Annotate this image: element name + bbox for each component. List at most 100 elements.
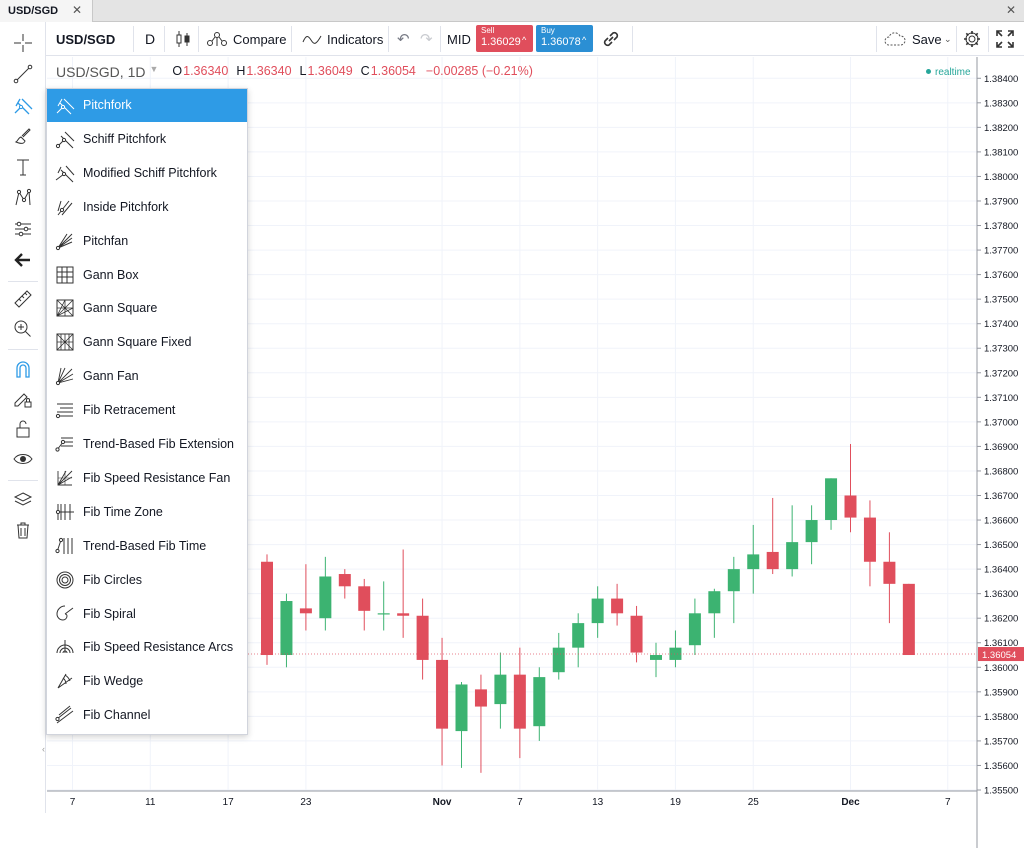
trend-line-tool[interactable] bbox=[10, 61, 36, 87]
indicators-label: Indicators bbox=[327, 31, 384, 47]
menu-item-trend-fib-time[interactable]: Trend-Based Fib Time bbox=[47, 530, 247, 563]
menu-item-fib-arcs[interactable]: Fib Speed Resistance Arcs bbox=[47, 631, 247, 664]
candle-body bbox=[669, 647, 682, 660]
price-tick-label: 1.35900 bbox=[984, 687, 1018, 698]
tab-close-icon[interactable]: ✕ bbox=[72, 3, 83, 17]
patterns-tool[interactable] bbox=[10, 185, 36, 211]
zoom-tool[interactable] bbox=[10, 316, 36, 342]
indicators-button[interactable]: Indicators bbox=[302, 22, 383, 56]
hide-drawings-tool[interactable] bbox=[10, 446, 36, 472]
link-button[interactable] bbox=[601, 22, 621, 56]
candle-body bbox=[377, 613, 390, 615]
price-tick-label: 1.38400 bbox=[984, 74, 1018, 85]
menu-item-label: Fib Speed Resistance Fan bbox=[83, 470, 231, 485]
candle-body bbox=[338, 574, 351, 587]
collapse-toolbar-handle[interactable]: ‹ bbox=[42, 744, 45, 754]
menu-item-fib-time-zone[interactable]: Fib Time Zone bbox=[47, 496, 247, 529]
brush-tool[interactable] bbox=[10, 123, 36, 149]
save-button[interactable]: Save bbox=[884, 22, 942, 56]
realtime-label: realtime bbox=[935, 67, 971, 78]
menu-item-fib-speed-fan[interactable]: Fib Speed Resistance Fan bbox=[47, 462, 247, 495]
price-tick-label: 1.37800 bbox=[984, 221, 1018, 232]
menu-item-gann-square-fixed[interactable]: Gann Square Fixed bbox=[47, 326, 247, 359]
menu-item-gann-box[interactable]: Gann Box bbox=[47, 259, 247, 292]
menu-item-pitchfan[interactable]: Pitchfan bbox=[47, 225, 247, 258]
window-close-icon[interactable]: ✕ bbox=[1005, 3, 1016, 17]
menu-item-fib-circles[interactable]: Fib Circles bbox=[47, 564, 247, 597]
zoom-in-icon bbox=[14, 320, 31, 337]
menu-item-label: Pitchfan bbox=[83, 233, 129, 248]
compare-label: Compare bbox=[233, 31, 287, 47]
menu-item-inside-pitchfork[interactable]: Inside Pitchfork bbox=[47, 191, 247, 224]
tab-usd-sgd[interactable]: USD/SGD ✕ bbox=[0, 0, 93, 22]
menu-item-gann-fan[interactable]: Gann Fan bbox=[47, 360, 247, 393]
magnet-tool[interactable] bbox=[10, 356, 36, 382]
menu-item-label: Gann Fan bbox=[83, 369, 139, 384]
fullscreen-icon bbox=[996, 30, 1014, 48]
menu-item-pitchfork[interactable]: Pitchfork bbox=[47, 89, 247, 122]
menu-item-label: Fib Wedge bbox=[83, 674, 144, 689]
layers-icon bbox=[13, 492, 33, 506]
price-mode-button[interactable]: MID bbox=[447, 31, 471, 47]
buy-button[interactable]: Buy 1.36078 ^ bbox=[536, 25, 593, 52]
remove-drawings-tool[interactable] bbox=[10, 247, 36, 273]
menu-item-label: Inside Pitchfork bbox=[83, 199, 169, 214]
menu-item-fib-spiral[interactable]: Fib Spiral bbox=[47, 598, 247, 631]
browser-tab-bar: USD/SGD ✕ ✕ bbox=[0, 0, 1024, 22]
crosshair-icon bbox=[14, 34, 32, 52]
price-tick-label: 1.37600 bbox=[984, 270, 1018, 281]
menu-item-fib-channel[interactable]: Fib Channel bbox=[47, 699, 247, 732]
menu-item-label: Trend-Based Fib Extension bbox=[83, 437, 235, 451]
stay-in-drawing-mode-tool[interactable] bbox=[10, 386, 36, 412]
menu-item-fib-retracement[interactable]: Fib Retracement bbox=[47, 394, 247, 427]
gear-icon bbox=[964, 31, 980, 47]
object-tree-tool[interactable] bbox=[10, 487, 36, 513]
pitchfork-tool[interactable] bbox=[10, 92, 36, 118]
price-tick-label: 1.36000 bbox=[984, 663, 1018, 674]
time-tick-label: 11 bbox=[145, 797, 156, 808]
price-tick-label: 1.36600 bbox=[984, 516, 1018, 527]
interval-button[interactable]: D bbox=[145, 31, 156, 47]
time-tick-label: Dec bbox=[841, 797, 860, 808]
tab-title: USD/SGD bbox=[8, 5, 59, 17]
fullscreen-button[interactable] bbox=[996, 22, 1014, 56]
menu-item-modified-schiff-pitchfork[interactable]: Modified Schiff Pitchfork bbox=[47, 157, 247, 190]
realtime-dot-icon bbox=[926, 69, 931, 74]
lock-drawings-tool[interactable] bbox=[10, 416, 36, 442]
symbol-search-button[interactable]: USD/SGD bbox=[56, 31, 116, 47]
candle-body bbox=[786, 542, 799, 570]
candle-body bbox=[494, 674, 507, 705]
buy-chevron-icon: ^ bbox=[582, 35, 587, 45]
menu-item-fib-wedge[interactable]: Fib Wedge bbox=[47, 665, 247, 698]
measure-tool[interactable] bbox=[10, 286, 36, 312]
settings-button[interactable] bbox=[962, 22, 982, 56]
save-dropdown-chevron-icon[interactable]: ⌄ bbox=[944, 33, 952, 44]
time-tick-label: 13 bbox=[592, 797, 604, 808]
fib-arcs-icon bbox=[56, 640, 74, 654]
compare-button[interactable]: Compare bbox=[206, 22, 286, 56]
save-label: Save bbox=[912, 31, 942, 47]
redo-icon[interactable]: ↷ bbox=[420, 31, 433, 48]
text-tool[interactable] bbox=[10, 154, 36, 180]
menu-item-schiff-pitchfork[interactable]: Schiff Pitchfork bbox=[47, 123, 247, 156]
menu-item-gann-square[interactable]: Gann Square bbox=[47, 292, 247, 325]
candle-body bbox=[455, 684, 468, 732]
legend-dropdown-icon[interactable]: ▼ bbox=[149, 64, 159, 74]
sell-chevron-icon: ^ bbox=[522, 35, 527, 45]
price-tick-label: 1.36800 bbox=[984, 466, 1018, 477]
candles-style-button[interactable] bbox=[174, 22, 192, 56]
buy-price: 1.36078 bbox=[541, 36, 581, 48]
crosshair-tool[interactable] bbox=[10, 30, 36, 56]
legend-title[interactable]: USD/SGD, 1D bbox=[56, 64, 146, 80]
left-drawing-toolbar bbox=[0, 22, 46, 813]
menu-item-label: Modified Schiff Pitchfork bbox=[83, 165, 217, 180]
time-tick-label: 17 bbox=[223, 797, 235, 808]
sell-button[interactable]: Sell 1.36029 ^ bbox=[476, 25, 533, 52]
prediction-tool[interactable] bbox=[10, 216, 36, 242]
realtime-indicator: realtime bbox=[926, 67, 971, 78]
menu-item-trend-fib-extension[interactable]: Trend-Based Fib Extension bbox=[47, 428, 247, 461]
undo-icon[interactable]: ↶ bbox=[397, 31, 410, 48]
remove-all-tool[interactable] bbox=[10, 517, 36, 543]
time-tick-label: 25 bbox=[748, 797, 760, 808]
price-tick-label: 1.38200 bbox=[984, 123, 1018, 134]
